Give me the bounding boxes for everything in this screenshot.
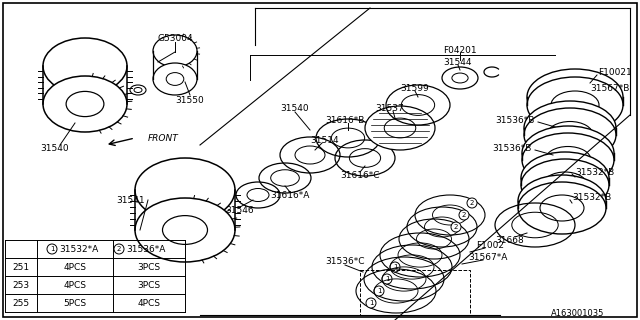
Text: 2: 2 [462, 212, 466, 218]
Text: 31668: 31668 [495, 236, 524, 244]
Text: 31537: 31537 [376, 103, 404, 113]
Circle shape [382, 274, 392, 284]
Ellipse shape [518, 182, 606, 234]
Ellipse shape [153, 63, 197, 95]
Circle shape [451, 222, 461, 232]
Text: F1002: F1002 [476, 241, 504, 250]
Circle shape [366, 298, 376, 308]
Text: 31599: 31599 [401, 84, 429, 92]
Text: 31540: 31540 [40, 143, 68, 153]
Text: 1: 1 [369, 300, 373, 306]
Text: 2: 2 [117, 246, 121, 252]
Ellipse shape [522, 126, 614, 180]
Text: 255: 255 [12, 299, 29, 308]
Text: F10021: F10021 [598, 68, 632, 76]
Text: 31514: 31514 [310, 135, 339, 145]
Text: 31550: 31550 [175, 95, 204, 105]
Text: 253: 253 [12, 281, 29, 290]
Ellipse shape [527, 77, 623, 133]
Ellipse shape [521, 159, 609, 211]
Circle shape [467, 198, 477, 208]
Text: 31567*A: 31567*A [468, 253, 508, 262]
Text: 251: 251 [12, 262, 29, 271]
Bar [360, 270, 470, 315]
Text: 31616*C: 31616*C [340, 171, 380, 180]
Text: G53004: G53004 [157, 34, 193, 43]
Circle shape [374, 286, 384, 296]
Text: 31536*C: 31536*C [325, 258, 365, 267]
Circle shape [114, 244, 124, 254]
Text: 1: 1 [50, 246, 54, 252]
Text: 1: 1 [393, 264, 397, 270]
Text: 31616*A: 31616*A [270, 190, 310, 199]
Ellipse shape [522, 133, 614, 187]
Text: 31541: 31541 [116, 196, 145, 204]
Circle shape [459, 210, 469, 220]
Text: 31616*B: 31616*B [325, 116, 365, 124]
Ellipse shape [524, 101, 616, 155]
Text: 31536*B: 31536*B [495, 116, 535, 124]
Text: 31532*B: 31532*B [575, 167, 614, 177]
Circle shape [47, 244, 57, 254]
Text: 31536*A: 31536*A [126, 244, 165, 253]
Text: 5PCS: 5PCS [63, 299, 86, 308]
Ellipse shape [524, 108, 616, 162]
Ellipse shape [527, 69, 623, 125]
Text: 2: 2 [470, 200, 474, 206]
Text: 31544: 31544 [444, 58, 472, 67]
Ellipse shape [518, 175, 606, 227]
Text: 4PCS: 4PCS [63, 281, 86, 290]
Text: 3PCS: 3PCS [138, 281, 161, 290]
Text: 31536*B: 31536*B [493, 143, 532, 153]
Text: 4PCS: 4PCS [138, 299, 161, 308]
Text: 31546: 31546 [226, 205, 254, 214]
Text: 31532*A: 31532*A [59, 244, 99, 253]
Text: 4PCS: 4PCS [63, 262, 86, 271]
Ellipse shape [135, 198, 235, 262]
Text: A163001035: A163001035 [551, 308, 605, 317]
Text: 31540: 31540 [281, 103, 309, 113]
Text: 1: 1 [385, 276, 389, 282]
Text: 3PCS: 3PCS [138, 262, 161, 271]
Text: F04201: F04201 [443, 45, 477, 54]
Ellipse shape [130, 85, 146, 95]
Ellipse shape [521, 152, 609, 204]
Text: 1: 1 [377, 288, 381, 294]
Text: 2: 2 [454, 224, 458, 230]
Text: 31532*B: 31532*B [572, 193, 611, 202]
Ellipse shape [43, 76, 127, 132]
Text: FRONT: FRONT [148, 133, 179, 142]
Ellipse shape [365, 106, 435, 150]
Text: 31567*B: 31567*B [590, 84, 629, 92]
Circle shape [390, 262, 400, 272]
